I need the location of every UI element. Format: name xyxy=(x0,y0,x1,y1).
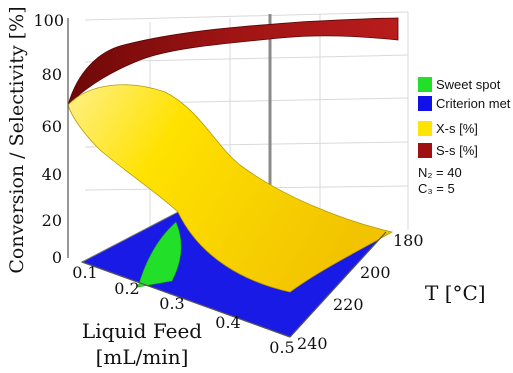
z-tick-label: 40 xyxy=(42,165,62,184)
y-axis-title: T [°C] xyxy=(425,281,486,305)
legend-label: X-s [%] xyxy=(436,121,478,136)
z-tick-label: 60 xyxy=(42,117,62,136)
sweet-spot-region xyxy=(137,221,182,288)
legend-label: Criterion met 1 xyxy=(436,96,513,111)
x-tick-label: 0.4 xyxy=(215,313,240,332)
y-tick-label: 180 xyxy=(393,231,424,250)
axes xyxy=(67,18,387,338)
y-tick-label: 200 xyxy=(360,263,391,282)
legend-swatch-x-s xyxy=(418,121,432,136)
legend-label: S-s [%] xyxy=(436,143,478,158)
x-tick-label: 0.3 xyxy=(159,294,184,313)
x-ticks: 0.1 0.2 0.3 0.4 0.5 xyxy=(72,263,294,357)
z-tick-label: 100 xyxy=(33,11,64,30)
x-axis-title: Liquid Feed xyxy=(82,319,202,343)
legend-swatch-s-s xyxy=(418,143,432,158)
grid-line xyxy=(84,11,409,21)
z-axis-title: Conversion / Selectivity [%] xyxy=(6,6,28,273)
x-tick-label: 0.2 xyxy=(114,279,139,298)
z-tick-label: 20 xyxy=(42,211,62,230)
legend-annotation: N₂ = 40 xyxy=(418,165,462,180)
legend-swatch-sweet-spot xyxy=(418,77,432,92)
legend-annotation: C₃ = 5 xyxy=(418,181,455,196)
legend-label: Sweet spot xyxy=(436,77,501,92)
z-tick-label: 0 xyxy=(52,248,62,267)
z-tick-label: 80 xyxy=(42,65,62,84)
x-tick-label: 0.5 xyxy=(269,338,294,357)
legend: Sweet spot Criterion met 1 X-s [%] S-s [… xyxy=(418,77,513,196)
x-axis-title-units: [mL/min] xyxy=(96,345,189,369)
y-tick-label: 220 xyxy=(333,295,364,314)
z-ticks: 0 20 40 60 80 100 xyxy=(33,11,64,267)
series-s-surface xyxy=(67,17,399,107)
legend-swatch-criterion xyxy=(418,96,432,111)
series-x-surface xyxy=(67,84,394,293)
x-tick-label: 0.1 xyxy=(72,263,97,282)
y-ticks: 180 200 220 240 xyxy=(297,231,424,353)
y-tick-label: 240 xyxy=(297,334,328,353)
